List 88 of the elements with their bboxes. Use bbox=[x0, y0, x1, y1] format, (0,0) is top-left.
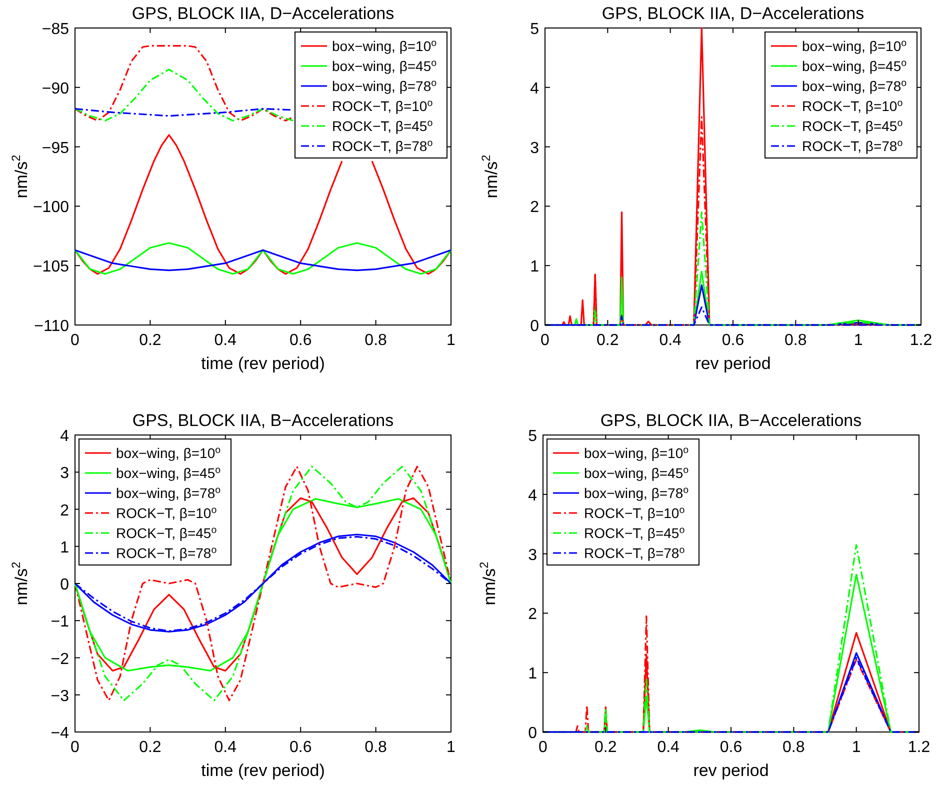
x-tick-label: 0.6 bbox=[289, 332, 312, 349]
x-tick-label: 1 bbox=[446, 739, 456, 756]
y-tick-label: 5 bbox=[528, 428, 538, 445]
x-tick-label: 0.8 bbox=[364, 739, 388, 756]
y-tick-label: −100 bbox=[32, 199, 70, 216]
chart-title: GPS, BLOCK IIA, D−Accelerations bbox=[602, 4, 864, 23]
legend-label: box−wing, β=10$^{o}$ bbox=[802, 38, 908, 54]
y-tick-label: 0 bbox=[528, 725, 538, 742]
x-tick-label: 0.6 bbox=[289, 739, 312, 756]
x-tick-label: 1 bbox=[852, 739, 861, 756]
legend-label: ROCK−T, β=10$^{o}$ bbox=[584, 504, 686, 521]
y-tick-label: −95 bbox=[42, 140, 70, 157]
y-tick-label: −3 bbox=[50, 688, 70, 705]
y-tick-label: 2 bbox=[530, 199, 540, 216]
x-tick-label: 0 bbox=[70, 739, 80, 756]
y-tick-label: 1 bbox=[60, 539, 70, 556]
legend-label: ROCK−T, β=10$^{o}$ bbox=[332, 98, 434, 114]
x-tick-label: 0.2 bbox=[594, 739, 617, 756]
x-axis-title: rev period bbox=[693, 761, 769, 780]
legend-label: box−wing, β=45$^{o}$ bbox=[332, 58, 438, 74]
y-tick-label: 2 bbox=[60, 502, 70, 520]
legend-label: ROCK−T, β=78$^{o}$ bbox=[584, 544, 686, 561]
line-series bbox=[74, 45, 294, 122]
y-tick-label: 4 bbox=[528, 487, 538, 504]
y-tick-label: −1 bbox=[50, 614, 70, 631]
y-tick-label: 2 bbox=[528, 606, 538, 624]
y-tick-label: −85 bbox=[42, 21, 70, 38]
y-tick-label: 0 bbox=[60, 576, 70, 594]
legend-label: ROCK−T, β=78$^{o}$ bbox=[332, 138, 434, 154]
legend-label: box−wing, β=45$^{o}$ bbox=[802, 58, 908, 74]
line-series bbox=[74, 249, 452, 272]
x-tick-label: 0.4 bbox=[657, 739, 680, 756]
legend-label: box−wing, β=78$^{o}$ bbox=[332, 78, 438, 94]
x-tick-label: 0.4 bbox=[214, 739, 237, 756]
y-tick-label: −110 bbox=[34, 318, 70, 335]
legend-label: ROCK−T, β=10$^{o}$ bbox=[802, 98, 904, 114]
chart-title: GPS, BLOCK IIA, B−Accelerations bbox=[132, 411, 394, 430]
chart-title: GPS, BLOCK IIA, D−Accelerations bbox=[132, 4, 394, 23]
x-tick-label: 0.2 bbox=[596, 332, 619, 349]
x-tick-label: 1 bbox=[446, 332, 456, 349]
x-tick-label: 0.8 bbox=[782, 739, 805, 756]
y-tick-label: −4 bbox=[50, 725, 70, 742]
legend-label: box−wing, β=10$^{o}$ bbox=[116, 444, 222, 461]
y-tick-label: 1 bbox=[528, 666, 538, 683]
x-tick-label: 1.2 bbox=[910, 332, 932, 349]
legend-label: ROCK−T, β=78$^{o}$ bbox=[802, 138, 904, 154]
x-tick-label: 0.6 bbox=[720, 739, 742, 756]
y-tick-label: 1 bbox=[530, 258, 540, 276]
legend-label: ROCK−T, β=10$^{o}$ bbox=[116, 504, 218, 521]
y-tick-label: 3 bbox=[528, 546, 538, 564]
x-axis-title: time (rev period) bbox=[201, 354, 325, 373]
x-tick-label: 0.4 bbox=[214, 332, 237, 349]
chart-title: GPS, BLOCK IIA, B−Accelerations bbox=[600, 411, 862, 430]
y-tick-label: −105 bbox=[32, 258, 70, 276]
legend-label: box−wing, β=45$^{o}$ bbox=[116, 464, 222, 481]
x-tick-label: 1.2 bbox=[908, 739, 930, 756]
y-tick-label: 4 bbox=[530, 80, 540, 98]
x-tick-label: 0.8 bbox=[784, 332, 807, 349]
legend-label: box−wing, β=78$^{o}$ bbox=[116, 484, 222, 501]
y-tick-label: −90 bbox=[42, 80, 70, 98]
x-tick-label: 0.4 bbox=[659, 332, 682, 349]
legend-label: box−wing, β=10$^{o}$ bbox=[332, 38, 438, 54]
x-tick-label: 0 bbox=[540, 332, 550, 349]
legend-label: ROCK−T, β=45$^{o}$ bbox=[584, 524, 686, 541]
y-tick-label: −2 bbox=[50, 650, 70, 668]
line-series bbox=[74, 242, 452, 275]
x-axis-title: rev period bbox=[695, 354, 771, 373]
y-tick-label: 3 bbox=[60, 465, 70, 482]
x-tick-label: 0.2 bbox=[139, 739, 162, 756]
y-tick-label: 5 bbox=[530, 21, 540, 38]
x-tick-label: 0.6 bbox=[722, 332, 744, 349]
legend-label: ROCK−T, β=45$^{o}$ bbox=[116, 524, 218, 541]
y-tick-label: 0 bbox=[530, 318, 540, 335]
legend-label: box−wing, β=78$^{o}$ bbox=[584, 484, 690, 501]
x-tick-label: 0 bbox=[70, 332, 80, 349]
legend-label: ROCK−T, β=45$^{o}$ bbox=[332, 118, 434, 134]
y-tick-label: 3 bbox=[530, 140, 540, 157]
legend-label: box−wing, β=45$^{o}$ bbox=[584, 464, 690, 481]
x-tick-label: 0.8 bbox=[364, 332, 388, 349]
line-series bbox=[74, 68, 294, 122]
legend-label: box−wing, β=10$^{o}$ bbox=[584, 444, 690, 461]
x-axis-title: time (rev period) bbox=[201, 761, 325, 780]
legend-label: ROCK−T, β=45$^{o}$ bbox=[802, 118, 904, 134]
y-tick-label: 4 bbox=[60, 428, 70, 445]
legend-label: box−wing, β=78$^{o}$ bbox=[802, 78, 908, 94]
x-tick-label: 0.2 bbox=[139, 332, 162, 349]
legend-label: ROCK−T, β=78$^{o}$ bbox=[116, 544, 218, 561]
x-tick-label: 1 bbox=[854, 332, 863, 349]
